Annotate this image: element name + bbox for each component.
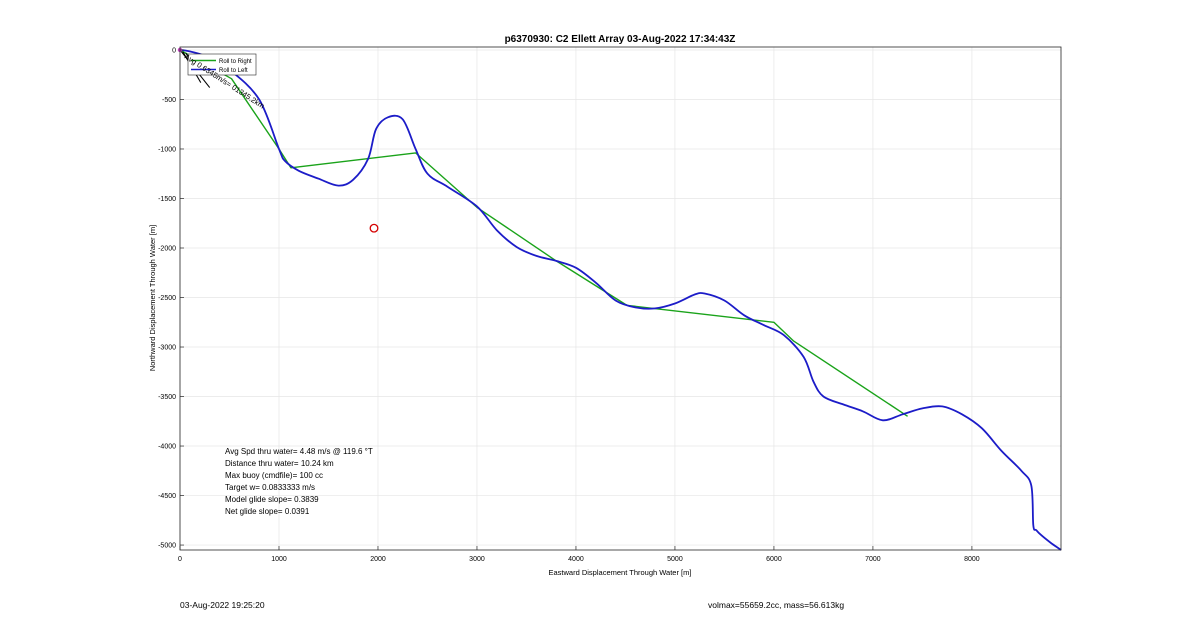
y-tick-label: -2000 xyxy=(158,246,176,253)
stat-target-w: Target w= 0.0833333 m/s xyxy=(225,483,315,492)
chart-title: p6370930: C2 Ellett Array 03-Aug-2022 17… xyxy=(505,34,736,45)
y-tick-label: -2500 xyxy=(158,295,176,302)
legend-label-roll-left: Roll to Left xyxy=(219,68,248,74)
footer-volmax: volmax=55659.2cc, mass=56.613kg xyxy=(708,600,845,610)
x-tick-label: 6000 xyxy=(766,556,782,563)
x-tick-label: 2000 xyxy=(370,556,386,563)
y-tick-label: -500 xyxy=(162,97,176,104)
stat-model-glide: Model glide slope= 0.3839 xyxy=(225,495,319,504)
y-tick-label: -1500 xyxy=(158,196,176,203)
series-line-roll-left xyxy=(179,49,1062,551)
plot-area xyxy=(180,47,1061,550)
x-tick-label: 5000 xyxy=(667,556,683,563)
y-tick-label: -3000 xyxy=(158,345,176,352)
y-tick-label: 0 xyxy=(172,47,176,54)
y-tick-label: -4500 xyxy=(158,493,176,500)
x-axis-label: Eastward Displacement Through Water [m] xyxy=(549,568,692,577)
y-axis-label: Northward Displacement Through Water [m] xyxy=(148,225,157,371)
grid xyxy=(179,47,1061,550)
x-tick-label: 1000 xyxy=(271,556,287,563)
target-marker xyxy=(369,223,379,233)
x-tick-label: 0 xyxy=(178,556,182,563)
y-tick-label: -1000 xyxy=(158,146,176,153)
y-tick-label: -4000 xyxy=(158,444,176,451)
series-layer xyxy=(179,49,1062,551)
x-tick-label: 7000 xyxy=(865,556,881,563)
stat-max-buoy: Max buoy (cmdfile)= 100 cc xyxy=(225,471,323,480)
series-line-roll-right xyxy=(179,49,908,417)
x-tick-label: 3000 xyxy=(469,556,485,563)
ticks-layer: 0 1000 2000 3000 4000 5000 6000 7000 8000 0 -500 -1… xyxy=(158,47,980,563)
legend-label-roll-right: Roll to Right xyxy=(219,59,252,65)
axes-box xyxy=(179,46,1062,551)
stats-block: Avg Spd thru water= 4.48 m/s @ 119.6 °T … xyxy=(225,447,373,516)
y-tick-label: -5000 xyxy=(158,543,176,550)
stat-net-glide: Net glide slope= 0.0391 xyxy=(225,507,310,516)
y-tick-label: -3500 xyxy=(158,394,176,401)
x-tick-label: 8000 xyxy=(964,556,980,563)
x-tick-label: 4000 xyxy=(568,556,584,563)
legend: Roll to Right Roll to Left xyxy=(187,53,257,76)
stat-avg-speed: Avg Spd thru water= 4.48 m/s @ 119.6 °T xyxy=(225,447,373,456)
footer-date: 03-Aug-2022 19:25:20 xyxy=(180,600,265,610)
stat-distance: Distance thru water= 10.24 km xyxy=(225,459,334,468)
